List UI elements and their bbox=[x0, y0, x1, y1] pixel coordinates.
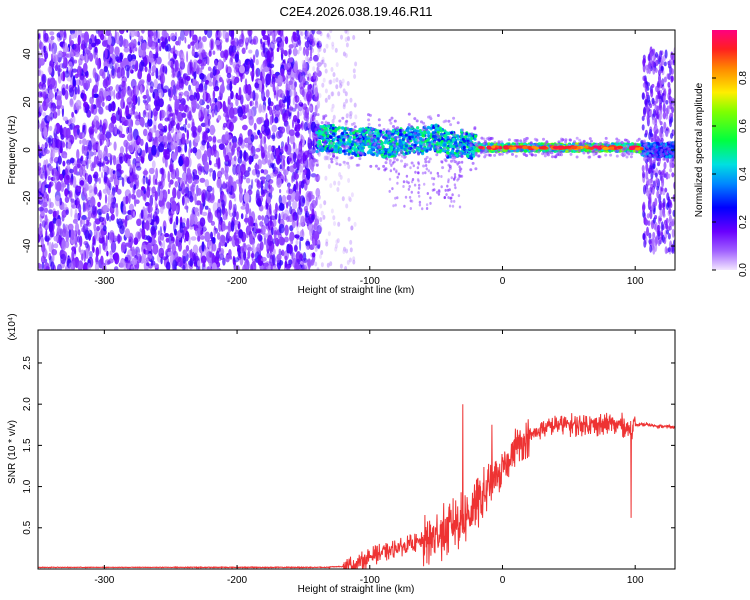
colorbar-label: Normalized spectral amplitude bbox=[694, 82, 705, 217]
snr-y-ticks: 0.5 1.0 1.5 2.0 2.5 bbox=[22, 356, 675, 535]
x-tick-label: -300 bbox=[94, 575, 114, 586]
y-tick-label: 0.5 bbox=[22, 520, 33, 534]
snr-x-ticks: -300 -200 -100 0 100 bbox=[94, 330, 644, 586]
snr-panel: -300 -200 -100 0 100 0.5 1.0 1.5 2.0 2.5 Height … bbox=[7, 313, 676, 595]
y-tick-label: 2.5 bbox=[22, 356, 33, 370]
snr-x-label: Height of straight line (km) bbox=[298, 584, 415, 595]
x-tick-label: 100 bbox=[627, 575, 644, 586]
x-tick-label: 100 bbox=[627, 276, 644, 287]
snr-series-line bbox=[38, 404, 675, 569]
y-tick-label: 20 bbox=[22, 96, 33, 108]
x-tick-label: -200 bbox=[227, 276, 247, 287]
snr-scale-label: (x10⁴) bbox=[7, 313, 18, 340]
x-tick-label: -200 bbox=[227, 575, 247, 586]
colorbar-tick-label: 0.8 bbox=[738, 71, 749, 85]
y-tick-label: 2.0 bbox=[22, 397, 33, 411]
colorbar-ticks: 0.0 0.2 0.4 0.6 0.8 bbox=[712, 71, 749, 277]
colorbar-gradient bbox=[712, 30, 737, 270]
spectrogram-x-ticks: -300 -200 -100 0 100 bbox=[94, 30, 644, 287]
x-tick-label: 0 bbox=[500, 575, 506, 586]
colorbar-tick-label: 0.0 bbox=[738, 263, 749, 277]
spectrogram-y-ticks: -40 -20 0 20 40 bbox=[22, 48, 675, 253]
colorbar-tick-label: 0.4 bbox=[738, 167, 749, 181]
y-tick-label: 40 bbox=[22, 48, 33, 60]
spectrogram-marks bbox=[38, 30, 675, 270]
y-tick-label: 1.0 bbox=[22, 479, 33, 493]
snr-y-label: SNR (10 * v/v) bbox=[7, 420, 18, 484]
figure-title: C2E4.2026.038.19.46.R11 bbox=[280, 4, 433, 19]
snr-frame bbox=[37, 329, 676, 570]
y-tick-label: 1.5 bbox=[22, 438, 33, 452]
x-tick-label: -100 bbox=[360, 575, 380, 586]
spectrogram-x-label: Height of straight line (km) bbox=[298, 285, 415, 296]
spectrogram-y-label: Frequency (Hz) bbox=[7, 116, 18, 185]
colorbar-tick-label: 0.2 bbox=[738, 215, 749, 229]
x-tick-label: -100 bbox=[360, 276, 380, 287]
y-tick-label: -40 bbox=[22, 238, 33, 253]
colorbar: 0.0 0.2 0.4 0.6 0.8 Normalized spectral ampl… bbox=[694, 30, 749, 277]
x-tick-label: 0 bbox=[500, 276, 506, 287]
y-tick-label: -20 bbox=[22, 190, 33, 205]
x-tick-label: -300 bbox=[94, 276, 114, 287]
y-tick-label: 0 bbox=[22, 147, 33, 153]
colorbar-tick-label: 0.6 bbox=[738, 119, 749, 133]
